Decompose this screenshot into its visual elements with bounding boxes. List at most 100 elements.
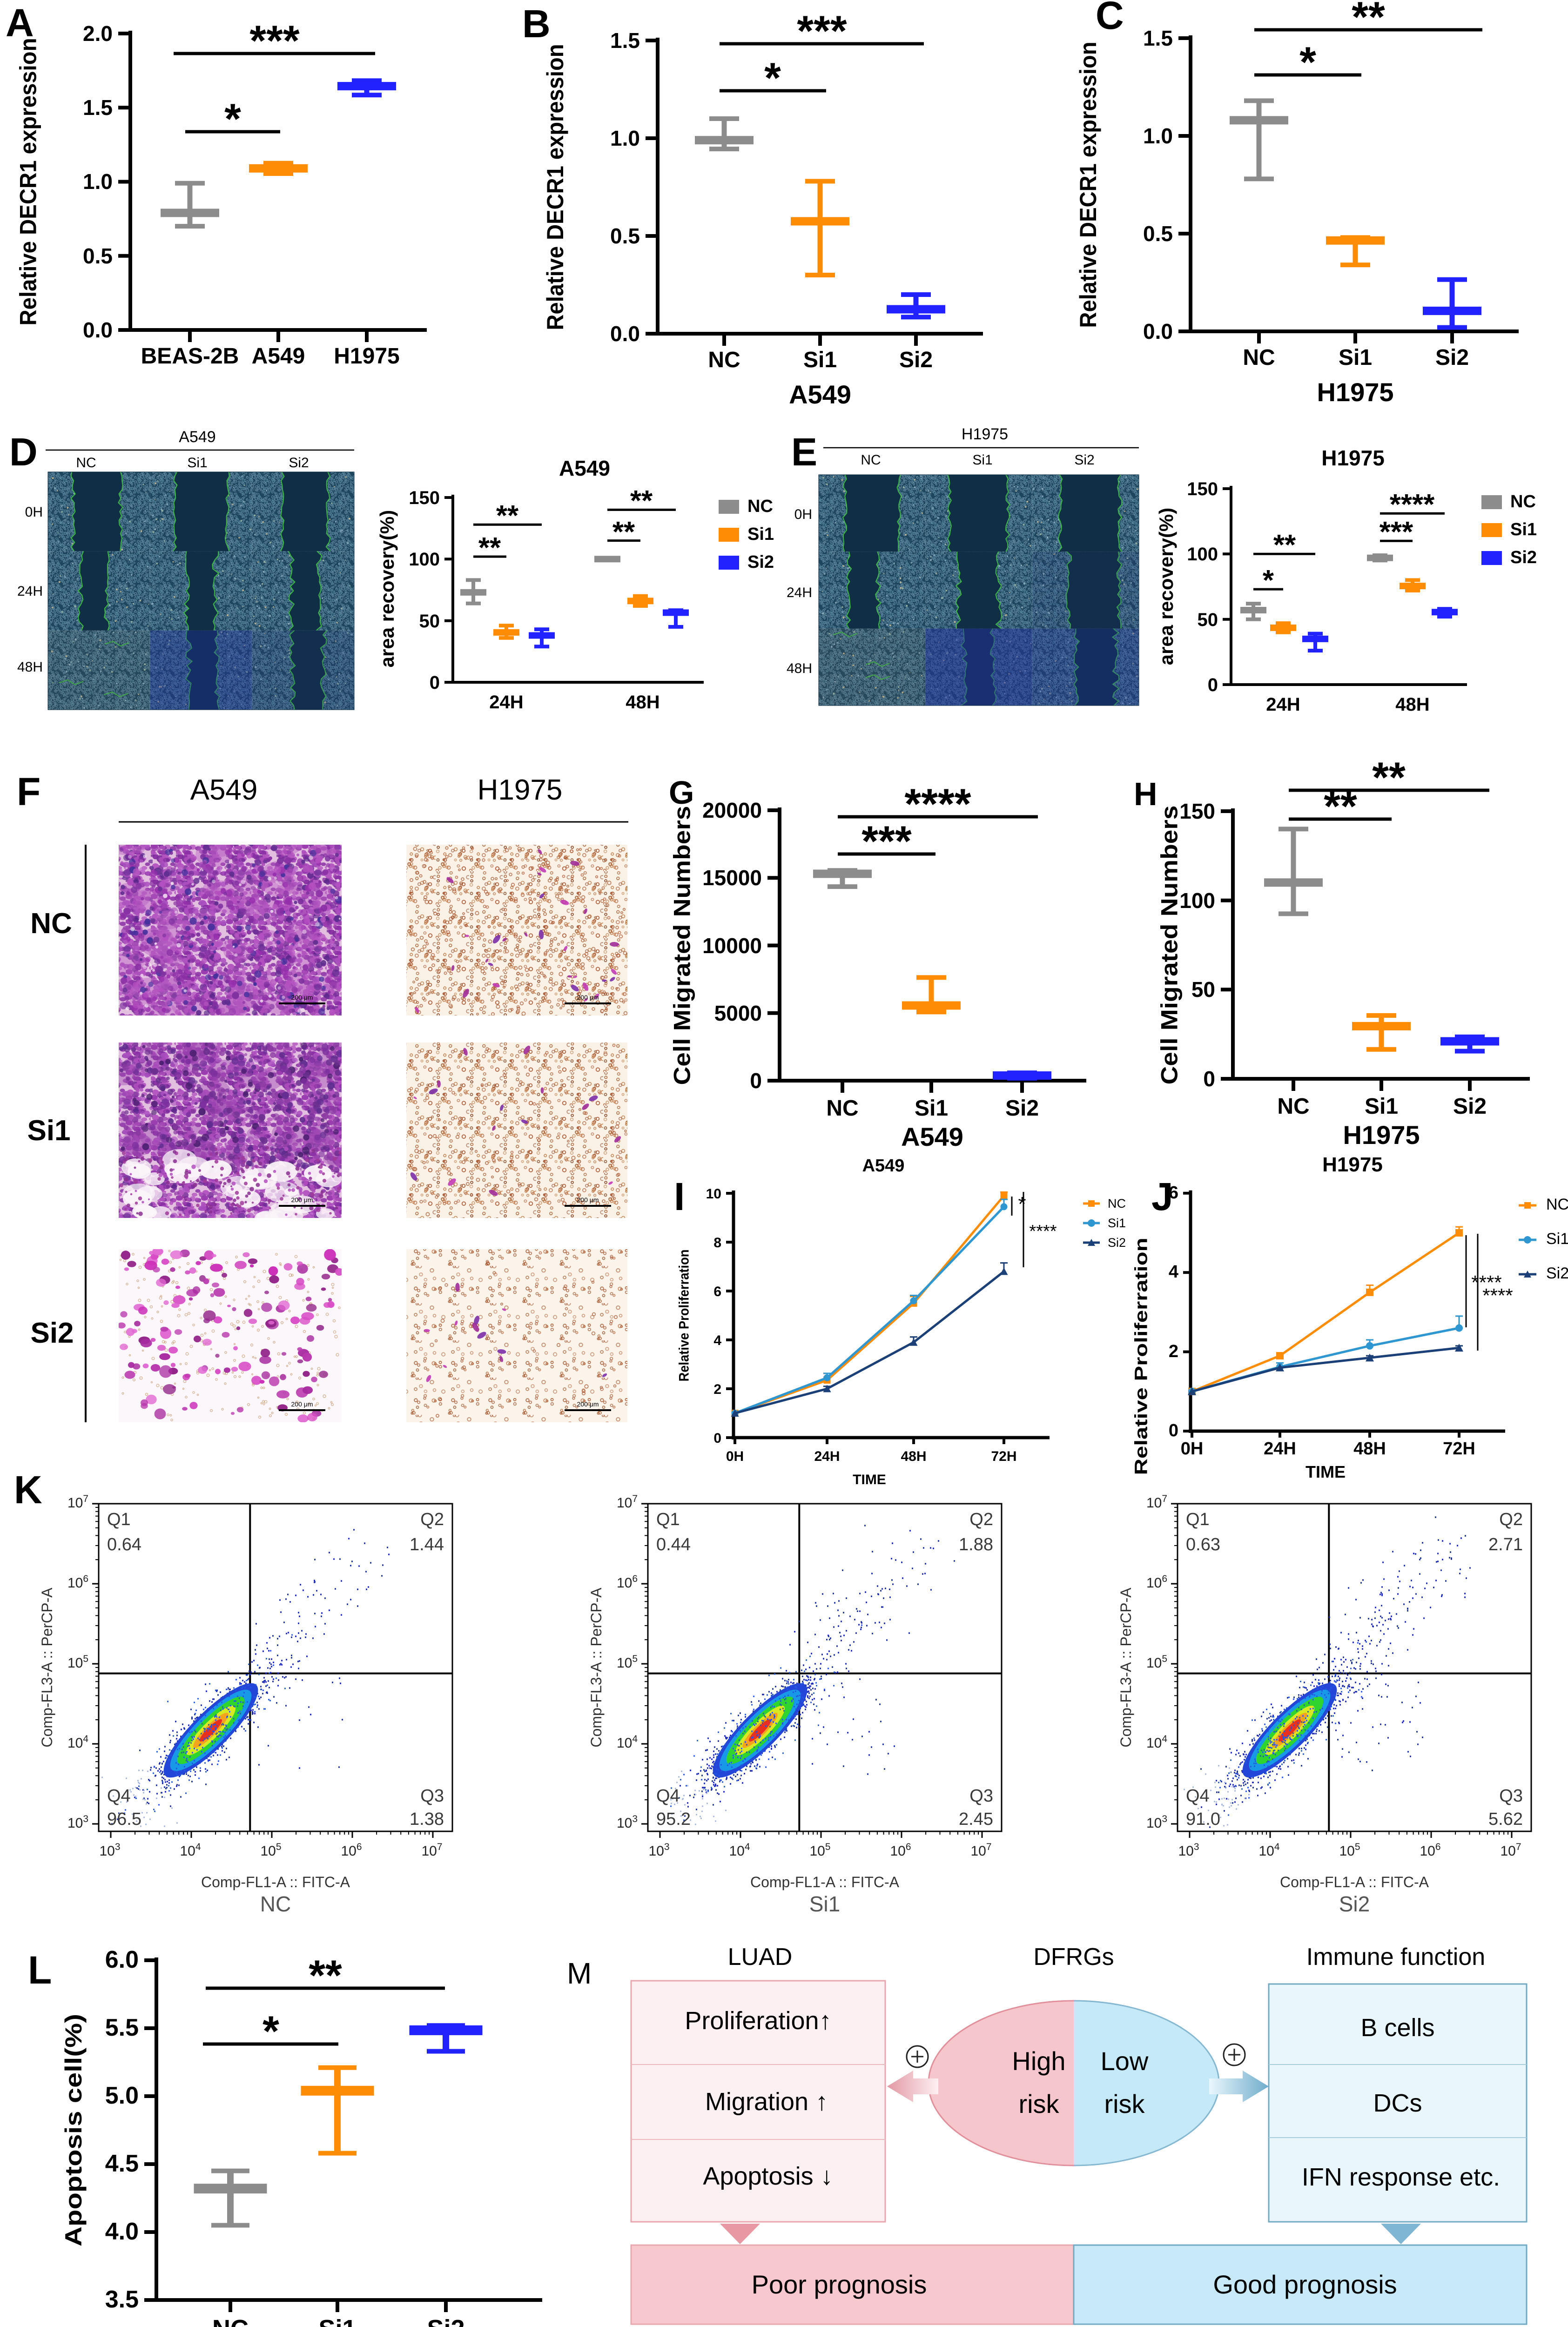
svg-text:Comp-FL3-A :: PerCP-A: Comp-FL3-A :: PerCP-A (588, 1587, 605, 1748)
svg-text:NC: NC (1546, 1196, 1568, 1213)
svg-text:NC: NC (861, 452, 881, 468)
svg-text:150: 150 (409, 488, 440, 508)
svg-text:1.0: 1.0 (83, 169, 113, 194)
svg-text:1.5: 1.5 (83, 95, 113, 120)
svg-text:H1975: H1975 (1322, 1153, 1383, 1176)
svg-text:48H: 48H (1353, 1439, 1386, 1459)
svg-text:I: I (674, 1175, 685, 1218)
svg-text:M: M (567, 1957, 592, 1990)
svg-text:48H: 48H (901, 1449, 926, 1464)
svg-text:A549: A549 (179, 428, 215, 446)
svg-text:DFRGs: DFRGs (1033, 1944, 1114, 1971)
svg-text:0.5: 0.5 (83, 244, 113, 268)
svg-text:200 μm: 200 μm (291, 994, 313, 1001)
svg-text:4.0: 4.0 (105, 2218, 139, 2245)
svg-text:**: ** (478, 532, 501, 564)
svg-text:Cell Migrated Numbers: Cell Migrated Numbers (1157, 806, 1183, 1085)
svg-text:1.5: 1.5 (1143, 26, 1173, 50)
svg-text:105: 105 (67, 1654, 88, 1671)
svg-text:24H: 24H (814, 1449, 840, 1464)
svg-text:Si2: Si2 (289, 455, 309, 471)
svg-text:**: ** (612, 516, 635, 548)
svg-text:Si1: Si1 (318, 2315, 356, 2327)
svg-text:B: B (522, 2, 551, 46)
svg-text:Si1: Si1 (915, 1096, 948, 1121)
svg-text:Si2: Si2 (1453, 1094, 1487, 1119)
svg-text:0H: 0H (726, 1449, 744, 1464)
svg-text:Si2: Si2 (899, 348, 933, 372)
svg-text:150: 150 (1187, 479, 1218, 499)
svg-text:8: 8 (713, 1235, 721, 1251)
svg-text:24H: 24H (1264, 1439, 1296, 1459)
svg-text:A549: A549 (190, 774, 258, 806)
svg-text:C: C (1096, 0, 1124, 37)
svg-text:Si2: Si2 (1339, 1892, 1370, 1916)
svg-text:Q4: Q4 (1186, 1786, 1210, 1806)
svg-text:Relative DECR1 expression: Relative DECR1 expression (15, 38, 41, 326)
svg-text:Q3: Q3 (1499, 1786, 1523, 1806)
svg-text:NC: NC (30, 908, 72, 940)
svg-text:0H: 0H (794, 507, 812, 522)
svg-text:0: 0 (430, 673, 440, 693)
svg-text:Comp-FL3-A :: PerCP-A: Comp-FL3-A :: PerCP-A (39, 1587, 55, 1748)
svg-text:24H: 24H (489, 692, 523, 713)
svg-text:48H: 48H (626, 692, 660, 713)
svg-text:Comp-FL1-A :: FITC-A: Comp-FL1-A :: FITC-A (750, 1874, 900, 1890)
svg-text:1.5: 1.5 (610, 28, 640, 53)
svg-text:Comp-FL3-A :: PerCP-A: Comp-FL3-A :: PerCP-A (1117, 1587, 1134, 1748)
svg-text:A549: A549 (901, 1122, 963, 1151)
svg-text:1.0: 1.0 (610, 126, 640, 150)
svg-text:0H: 0H (1181, 1439, 1204, 1459)
svg-text:96.5: 96.5 (107, 1809, 141, 1829)
svg-text:Cell Migrated Numbers: Cell Migrated Numbers (669, 806, 695, 1085)
svg-text:H1975: H1975 (334, 344, 399, 369)
svg-text:95.2: 95.2 (656, 1809, 691, 1829)
svg-text:1.88: 1.88 (959, 1535, 993, 1554)
svg-text:100: 100 (1179, 888, 1215, 913)
svg-text:0.63: 0.63 (1186, 1535, 1220, 1554)
svg-text:NC: NC (1243, 345, 1275, 370)
svg-text:Q3: Q3 (420, 1786, 444, 1806)
svg-text:10: 10 (706, 1186, 721, 1202)
svg-text:Si1: Si1 (803, 348, 837, 372)
svg-text:Si1: Si1 (1108, 1216, 1126, 1230)
svg-text:area recovery(%): area recovery(%) (376, 510, 398, 668)
svg-text:Comp-FL1-A :: FITC-A: Comp-FL1-A :: FITC-A (1280, 1874, 1429, 1890)
svg-text:Good prognosis: Good prognosis (1213, 2270, 1397, 2299)
svg-text:A549: A549 (559, 456, 610, 480)
svg-text:0.0: 0.0 (1143, 319, 1173, 343)
svg-text:2: 2 (713, 1382, 721, 1397)
svg-text:Apoptosis cell(%): Apoptosis cell(%) (61, 2014, 87, 2246)
svg-text:4: 4 (1169, 1262, 1178, 1282)
svg-text:**: ** (309, 1952, 342, 1999)
svg-text:0.0: 0.0 (83, 318, 113, 342)
svg-text:Q1: Q1 (656, 1510, 680, 1529)
svg-text:2.45: 2.45 (959, 1809, 993, 1829)
svg-text:**: ** (1273, 529, 1296, 561)
svg-text:Si2: Si2 (30, 1317, 74, 1349)
svg-text:Relative Proliferration: Relative Proliferration (677, 1250, 692, 1382)
svg-text:5.5: 5.5 (105, 2014, 139, 2041)
svg-text:4: 4 (713, 1333, 721, 1348)
svg-text:*: * (262, 2008, 279, 2055)
svg-text:****: **** (1482, 1285, 1513, 1306)
svg-text:Si1: Si1 (27, 1115, 70, 1147)
svg-text:***: *** (797, 7, 847, 55)
svg-text:****: **** (1390, 489, 1435, 521)
svg-text:0: 0 (1203, 1067, 1215, 1091)
svg-text:area recovery(%): area recovery(%) (1155, 508, 1177, 666)
svg-text:200 μm: 200 μm (291, 1400, 313, 1408)
svg-text:A549: A549 (789, 380, 851, 409)
svg-text:Si1: Si1 (809, 1892, 840, 1916)
svg-text:72H: 72H (1443, 1439, 1475, 1459)
svg-text:NC: NC (747, 497, 773, 516)
svg-text:0: 0 (713, 1431, 721, 1446)
svg-text:H1975: H1975 (1343, 1120, 1420, 1150)
svg-text:Si1: Si1 (1546, 1230, 1568, 1248)
svg-text:Si2: Si2 (427, 2315, 464, 2327)
svg-text:48H: 48H (17, 659, 43, 675)
svg-text:DCs: DCs (1373, 2089, 1422, 2117)
svg-text:Relative DECR1 expression: Relative DECR1 expression (542, 44, 568, 330)
svg-text:Q2: Q2 (420, 1510, 444, 1529)
svg-text:0.64: 0.64 (107, 1535, 141, 1554)
